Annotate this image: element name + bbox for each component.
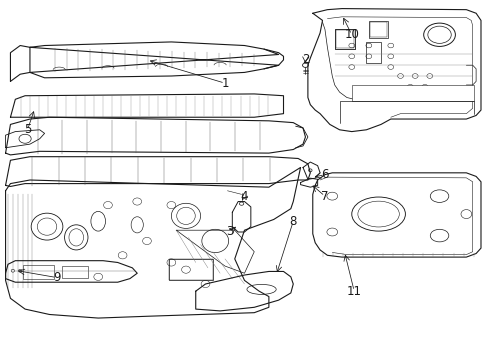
Text: 11: 11 — [346, 285, 361, 298]
Ellipse shape — [131, 217, 143, 233]
Polygon shape — [5, 117, 305, 155]
FancyBboxPatch shape — [368, 21, 387, 39]
Polygon shape — [5, 130, 44, 148]
Polygon shape — [312, 173, 480, 257]
FancyBboxPatch shape — [351, 85, 473, 101]
Polygon shape — [466, 65, 475, 85]
Ellipse shape — [64, 225, 88, 250]
FancyBboxPatch shape — [334, 30, 354, 49]
Polygon shape — [232, 202, 250, 232]
Polygon shape — [295, 126, 307, 148]
Polygon shape — [176, 230, 254, 273]
Ellipse shape — [171, 203, 200, 228]
Text: 1: 1 — [221, 77, 228, 90]
Text: 8: 8 — [289, 215, 296, 228]
Ellipse shape — [429, 190, 448, 202]
Polygon shape — [5, 167, 300, 318]
Text: 5: 5 — [24, 123, 31, 136]
Text: 6: 6 — [321, 168, 328, 181]
Polygon shape — [5, 157, 310, 186]
Ellipse shape — [31, 213, 63, 240]
Ellipse shape — [429, 229, 448, 242]
Polygon shape — [300, 178, 317, 187]
Text: 3: 3 — [226, 225, 233, 238]
FancyBboxPatch shape — [366, 42, 380, 63]
Text: 4: 4 — [240, 190, 248, 203]
Ellipse shape — [91, 211, 105, 231]
Text: 10: 10 — [344, 28, 359, 41]
Ellipse shape — [202, 229, 228, 253]
Text: 2: 2 — [301, 53, 308, 66]
Polygon shape — [30, 42, 278, 78]
Ellipse shape — [351, 197, 405, 231]
Ellipse shape — [423, 23, 454, 46]
Polygon shape — [10, 94, 283, 117]
Polygon shape — [307, 9, 480, 132]
Polygon shape — [10, 45, 30, 81]
Polygon shape — [195, 271, 293, 311]
Text: 9: 9 — [53, 271, 61, 284]
Polygon shape — [5, 261, 137, 282]
Text: 7: 7 — [321, 190, 328, 203]
Polygon shape — [303, 162, 320, 179]
